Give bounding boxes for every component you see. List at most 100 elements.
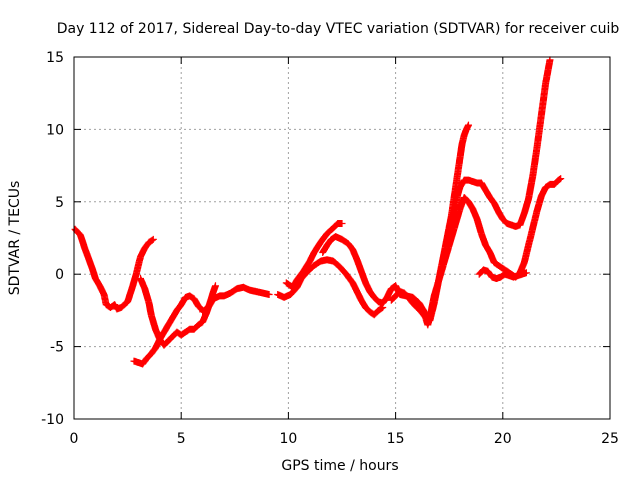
data-point bbox=[433, 302, 435, 304]
data-point bbox=[163, 344, 165, 346]
x-tick-label: 5 bbox=[177, 431, 186, 447]
series-track-11 bbox=[475, 266, 530, 282]
data-point bbox=[99, 285, 101, 287]
data-point bbox=[437, 280, 440, 283]
data-point bbox=[167, 340, 169, 342]
data-point bbox=[154, 328, 157, 330]
data-point bbox=[356, 259, 358, 261]
data-point bbox=[208, 305, 210, 307]
data-point bbox=[521, 273, 523, 275]
data-point bbox=[193, 298, 195, 300]
data-series bbox=[71, 56, 565, 368]
data-point bbox=[283, 296, 285, 298]
data-point bbox=[74, 228, 76, 230]
data-point bbox=[463, 179, 465, 181]
data-point bbox=[202, 311, 204, 313]
data-point bbox=[463, 196, 465, 199]
data-point bbox=[332, 227, 335, 229]
data-point bbox=[277, 293, 279, 296]
data-point bbox=[337, 222, 339, 225]
data-point bbox=[202, 321, 204, 323]
data-point bbox=[180, 334, 182, 336]
data-point bbox=[489, 196, 491, 199]
data-point bbox=[545, 186, 547, 188]
data-point bbox=[446, 237, 448, 239]
data-point bbox=[345, 273, 347, 275]
series-track-4 bbox=[199, 283, 273, 316]
data-point bbox=[148, 302, 150, 304]
data-point bbox=[487, 270, 489, 272]
data-point bbox=[448, 230, 450, 232]
data-point bbox=[285, 282, 287, 284]
data-point bbox=[347, 243, 350, 245]
data-point bbox=[364, 282, 367, 284]
x-tick-label: 20 bbox=[494, 431, 512, 447]
data-point bbox=[549, 59, 551, 61]
data-point bbox=[549, 183, 551, 186]
data-point bbox=[176, 331, 178, 333]
data-point bbox=[105, 304, 107, 306]
data-point bbox=[403, 292, 405, 294]
data-point bbox=[545, 82, 547, 84]
data-point bbox=[229, 292, 232, 294]
data-point bbox=[515, 225, 517, 228]
data-point bbox=[476, 218, 478, 220]
data-point bbox=[189, 295, 191, 297]
y-axis-label: SDTVAR / TECUs bbox=[7, 181, 23, 296]
data-point bbox=[420, 311, 422, 313]
data-point bbox=[144, 288, 146, 290]
y-tick-label: -10 bbox=[41, 412, 64, 428]
data-point bbox=[502, 267, 504, 270]
data-point bbox=[309, 260, 311, 262]
data-point bbox=[120, 306, 122, 309]
data-point bbox=[429, 319, 431, 322]
data-point bbox=[377, 301, 380, 303]
plot-frame bbox=[73, 56, 611, 420]
data-point bbox=[131, 288, 133, 290]
data-point bbox=[416, 306, 418, 309]
data-point bbox=[332, 260, 335, 262]
data-point bbox=[532, 227, 534, 229]
data-point bbox=[91, 267, 93, 270]
data-point bbox=[452, 212, 455, 214]
data-point bbox=[390, 288, 392, 290]
data-point bbox=[326, 244, 328, 246]
data-point bbox=[197, 305, 199, 307]
series-track-8 bbox=[387, 175, 565, 329]
data-point bbox=[527, 198, 530, 200]
data-point bbox=[463, 134, 465, 136]
data-point bbox=[536, 146, 538, 148]
data-point bbox=[148, 241, 150, 243]
data-point bbox=[341, 238, 343, 241]
data-point bbox=[459, 208, 461, 210]
data-point bbox=[450, 237, 452, 239]
data-point bbox=[330, 238, 332, 241]
data-point bbox=[399, 290, 401, 293]
data-point bbox=[352, 248, 354, 251]
data-point bbox=[172, 335, 174, 338]
data-point bbox=[339, 266, 341, 268]
data-point bbox=[268, 293, 270, 296]
data-point bbox=[427, 324, 429, 326]
data-point bbox=[382, 302, 384, 304]
data-point bbox=[517, 275, 519, 277]
data-point bbox=[139, 277, 142, 280]
x-tick-label: 25 bbox=[601, 431, 619, 447]
data-point bbox=[114, 304, 116, 306]
data-point bbox=[137, 361, 139, 364]
data-point bbox=[519, 224, 521, 226]
data-point bbox=[212, 298, 214, 300]
y-tick-label: 10 bbox=[46, 122, 64, 138]
data-point bbox=[249, 289, 251, 291]
data-point bbox=[395, 295, 397, 297]
data-point bbox=[180, 304, 182, 306]
data-point bbox=[457, 193, 459, 196]
data-point bbox=[79, 234, 82, 236]
data-point bbox=[382, 306, 384, 309]
data-point bbox=[159, 338, 161, 340]
data-point bbox=[467, 179, 470, 181]
data-point bbox=[502, 218, 504, 220]
series-track-1 bbox=[71, 225, 157, 313]
data-point bbox=[319, 241, 322, 243]
data-point bbox=[364, 306, 367, 309]
